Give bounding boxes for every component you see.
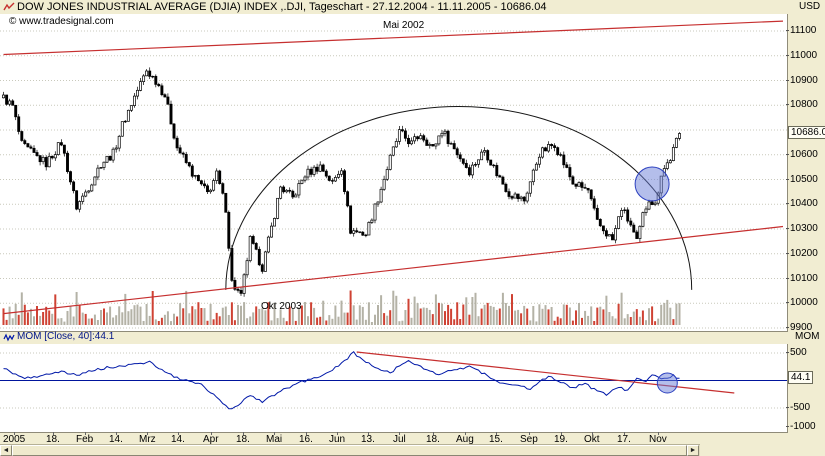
chart-icon	[3, 2, 15, 12]
scrollbar-thumb[interactable]	[12, 445, 687, 456]
price-axis-label: 10200	[786, 248, 818, 259]
scroll-left-button[interactable]: ◄	[0, 445, 12, 456]
momentum-axis-label: -1000	[786, 421, 816, 432]
price-axis-label: 10900	[786, 75, 818, 86]
momentum-axis-label: -500	[785, 402, 811, 413]
main-chart-panel[interactable]: © www.tradesignal.com Mai 2002 Okt 2003	[0, 14, 788, 332]
price-axis-label: 10000	[786, 297, 818, 308]
copyright: © www.tradesignal.com	[9, 16, 114, 27]
price-axis-label: 10800	[786, 99, 818, 110]
currency-label: USD	[799, 1, 821, 12]
scroll-right-button[interactable]: ►	[687, 445, 699, 456]
price-axis-label: 10100	[786, 273, 818, 284]
momentum-axis-label: 500	[786, 347, 807, 358]
title-bar: DOW JONES INDUSTRIAL AVERAGE (DJIA) INDE…	[0, 0, 825, 14]
price-axis-label: 10300	[786, 223, 818, 234]
momentum-axis-title: MOM	[795, 331, 820, 342]
price-axis-label: 11000	[785, 50, 818, 61]
candlestick-chart[interactable]	[0, 14, 787, 331]
momentum-chart-panel[interactable]	[0, 344, 788, 433]
momentum-chart[interactable]	[0, 344, 787, 432]
price-axis-label: 10400	[786, 198, 818, 209]
horizontal-scrollbar[interactable]: ◄ ►	[0, 444, 700, 456]
momentum-indicator-label: MOM [Close, 40]:44.1	[17, 331, 115, 342]
momentum-header: MOM [Close, 40]:44.1 MOM	[0, 331, 825, 344]
last-price-marker: 10686.04	[788, 126, 825, 139]
momentum-icon	[3, 332, 15, 342]
price-axis-label: 10500	[786, 174, 818, 185]
momentum-value-marker: 44.1	[788, 371, 814, 384]
price-axis-label: 10600	[786, 149, 818, 160]
chart-title: DOW JONES INDUSTRIAL AVERAGE (DJIA) INDE…	[17, 1, 547, 13]
price-axis-label: 11100	[785, 25, 817, 36]
annotation-mai-2002: Mai 2002	[383, 20, 425, 31]
annotation-okt-2003: Okt 2003	[261, 301, 302, 312]
